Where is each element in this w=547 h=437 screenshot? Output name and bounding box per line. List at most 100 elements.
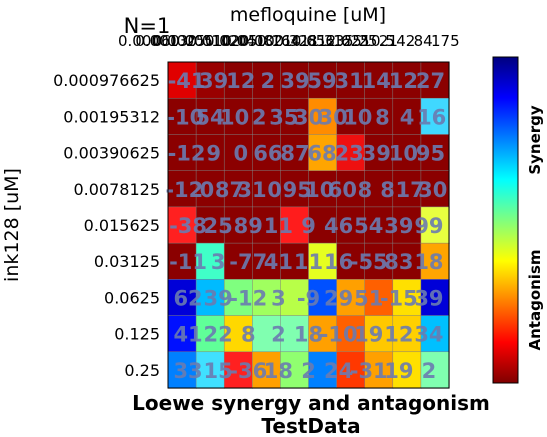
heatmap-cell bbox=[420, 315, 450, 353]
cell-value-label: 33 bbox=[173, 359, 202, 383]
cell-value-label: 29 bbox=[324, 286, 353, 310]
y-tick-label: 0.0625 bbox=[104, 288, 160, 307]
cell-value-label: 9 bbox=[206, 142, 221, 166]
heatmap-frame bbox=[167, 61, 450, 389]
cell-value-label: 39 bbox=[280, 69, 309, 93]
cell-value-label: 22 bbox=[204, 323, 233, 347]
cell-value-label: 35 bbox=[269, 105, 298, 129]
heatmap-cell bbox=[167, 61, 197, 99]
cell-value-label: 87 bbox=[215, 178, 244, 202]
heatmap-cell bbox=[420, 170, 450, 208]
cell-value-label: 87 bbox=[280, 142, 309, 166]
cell-value-label: 2 bbox=[271, 323, 286, 347]
cell-value-label: 16 bbox=[417, 105, 446, 129]
cell-value-label: -11 bbox=[169, 250, 207, 274]
cell-value-label: 83 bbox=[384, 250, 413, 274]
cell-value-label: 10 bbox=[343, 105, 372, 129]
cell-value-label: 12 bbox=[226, 69, 255, 93]
heatmap-cell bbox=[392, 351, 422, 389]
cell-value-label: 30 bbox=[319, 105, 348, 129]
heatmap-cell bbox=[280, 242, 310, 280]
heatmap-cell bbox=[364, 97, 394, 136]
cell-value-label: -41 bbox=[168, 69, 206, 93]
heatmap-cell bbox=[252, 134, 282, 172]
cell-value-label: -36 bbox=[229, 359, 267, 383]
cell-value-label: 23 bbox=[335, 142, 364, 166]
x-tick-label: 0.0410 bbox=[222, 32, 275, 50]
cell-value-label: 10 bbox=[389, 142, 418, 166]
y-tick-label: 0.125 bbox=[114, 325, 160, 344]
cell-value-label: 41 bbox=[173, 323, 202, 347]
heatmap-cell bbox=[195, 170, 225, 208]
cell-value-label: 51 bbox=[354, 286, 383, 310]
cell-value-label: 0 bbox=[267, 178, 282, 202]
heatmap-cell bbox=[280, 206, 310, 244]
cell-value-label: 8 bbox=[375, 105, 390, 129]
heatmap-cell bbox=[280, 134, 310, 172]
y-tick-label: 0.000976625 bbox=[53, 71, 160, 90]
cell-value-label: -12 bbox=[165, 178, 203, 202]
cell-value-label: 39 bbox=[362, 142, 391, 166]
heatmap-cell bbox=[195, 351, 225, 389]
cell-value-label: 31 bbox=[237, 178, 266, 202]
heatmap-cell bbox=[223, 242, 253, 280]
cell-value-label: 3 bbox=[211, 250, 226, 274]
cell-value-label: 2 bbox=[422, 359, 437, 383]
cell-value-label: -38 bbox=[169, 214, 207, 238]
heatmap-cell bbox=[223, 279, 253, 317]
cell-value-label: 39 bbox=[199, 69, 228, 93]
x-tick-label: 0.0205 bbox=[205, 32, 258, 50]
x-tick-label: 21 bbox=[379, 32, 398, 50]
cell-value-label: 3 bbox=[271, 286, 286, 310]
cell-value-label: 31 bbox=[335, 69, 364, 93]
cell-value-label: 10 bbox=[305, 178, 334, 202]
colorbar bbox=[492, 56, 519, 384]
heatmap-cell bbox=[364, 242, 394, 280]
heatmap-cell bbox=[308, 61, 338, 99]
cell-value-label: 19 bbox=[384, 359, 413, 383]
cell-value-label: 34 bbox=[414, 323, 443, 347]
x-tick-label: 10.5 bbox=[361, 32, 394, 50]
cell-value-label: -31 bbox=[350, 359, 388, 383]
cell-value-label: 30 bbox=[294, 105, 323, 129]
cell-value-label: 8 bbox=[358, 178, 373, 202]
y-tick-label: 0.0078125 bbox=[73, 180, 160, 199]
cell-value-label: 19 bbox=[354, 323, 383, 347]
x-tick-label: 0.0025 bbox=[153, 32, 206, 50]
heatmap-cell bbox=[252, 315, 282, 353]
heatmap-cell bbox=[364, 206, 394, 244]
x-tick-label: 0.6563 bbox=[292, 32, 345, 50]
heatmap-cell bbox=[336, 206, 366, 244]
heatmap-cell bbox=[252, 242, 282, 280]
x-tick-label: 0.0013 bbox=[135, 32, 188, 50]
cell-value-label: 39 bbox=[384, 214, 413, 238]
y-tick-labels: 0.000976625 0.00195312 0.00390625 0.0078125… bbox=[53, 71, 160, 380]
y-tick-label: 0.03125 bbox=[94, 252, 160, 271]
heatmap-cell bbox=[308, 351, 338, 389]
heatmap-cell bbox=[336, 242, 366, 280]
heatmap-cell bbox=[308, 97, 338, 136]
x-tick-label: 0.0102 bbox=[188, 32, 241, 50]
cell-value-label: 41 bbox=[264, 250, 293, 274]
cell-value-label: 4 bbox=[400, 105, 415, 129]
heatmap-cell bbox=[392, 134, 422, 172]
heatmap-cell bbox=[252, 206, 282, 244]
y-axis-title: ink128 [uM] bbox=[1, 168, 23, 282]
cell-value-label: 54 bbox=[354, 214, 383, 238]
y-tick-label: 0.00390625 bbox=[63, 144, 160, 163]
heatmap-cell bbox=[420, 134, 450, 172]
cell-value-label: 18 bbox=[264, 359, 293, 383]
cell-value-label: 39 bbox=[204, 286, 233, 310]
x-tick-label: 0.3281 bbox=[275, 32, 328, 50]
x-tick-label: 1.3125 bbox=[309, 32, 362, 50]
heatmap-cell bbox=[308, 315, 338, 353]
cell-value-label: 18 bbox=[414, 250, 443, 274]
heatmap-cell bbox=[336, 134, 366, 172]
heatmap-cell bbox=[252, 170, 282, 208]
cell-value-label: 24 bbox=[324, 359, 353, 383]
colorbar-top-label: Synergy bbox=[526, 105, 544, 175]
cell-value-label: 2 bbox=[252, 105, 267, 129]
heatmap-cell bbox=[167, 279, 197, 317]
